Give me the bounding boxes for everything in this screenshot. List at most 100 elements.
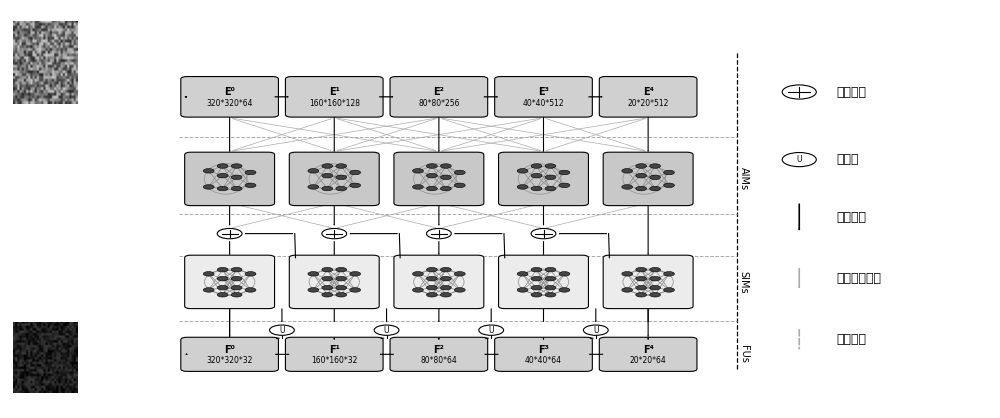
- Text: 20*20*512: 20*20*512: [627, 99, 669, 108]
- FancyBboxPatch shape: [390, 76, 488, 117]
- Text: 80*80*256: 80*80*256: [418, 99, 460, 108]
- Circle shape: [413, 288, 423, 292]
- Text: E⁰: E⁰: [224, 87, 235, 97]
- Circle shape: [245, 170, 256, 175]
- Circle shape: [217, 186, 228, 191]
- Circle shape: [426, 186, 437, 191]
- Circle shape: [231, 285, 242, 290]
- Circle shape: [664, 170, 674, 175]
- Circle shape: [531, 276, 542, 281]
- Circle shape: [782, 85, 816, 99]
- Circle shape: [203, 185, 214, 189]
- Circle shape: [636, 276, 647, 281]
- Circle shape: [545, 268, 556, 272]
- Circle shape: [336, 186, 347, 191]
- Circle shape: [245, 272, 256, 276]
- Text: U: U: [796, 155, 802, 164]
- FancyBboxPatch shape: [185, 255, 275, 308]
- FancyBboxPatch shape: [285, 76, 383, 117]
- Circle shape: [350, 288, 361, 292]
- Circle shape: [217, 173, 228, 178]
- Circle shape: [636, 285, 647, 290]
- Circle shape: [531, 268, 542, 272]
- Circle shape: [440, 186, 451, 191]
- FancyBboxPatch shape: [495, 76, 592, 117]
- Circle shape: [203, 168, 214, 173]
- Circle shape: [559, 170, 570, 175]
- Circle shape: [322, 293, 333, 297]
- Circle shape: [426, 293, 437, 297]
- FancyBboxPatch shape: [394, 255, 484, 308]
- Circle shape: [308, 288, 319, 292]
- Circle shape: [650, 268, 661, 272]
- Text: 卷积特征: 卷积特征: [836, 211, 866, 224]
- Circle shape: [517, 288, 528, 292]
- Circle shape: [231, 164, 242, 168]
- Circle shape: [545, 276, 556, 281]
- Text: E²: E²: [433, 87, 444, 97]
- Circle shape: [336, 164, 347, 168]
- Text: 80*80*64: 80*80*64: [420, 356, 457, 364]
- Circle shape: [426, 164, 437, 168]
- Circle shape: [559, 288, 570, 292]
- Text: F⁴: F⁴: [643, 345, 654, 355]
- Circle shape: [782, 153, 816, 167]
- Circle shape: [650, 285, 661, 290]
- Circle shape: [664, 183, 674, 188]
- Circle shape: [426, 276, 437, 281]
- Circle shape: [336, 276, 347, 281]
- Circle shape: [440, 276, 451, 281]
- Circle shape: [454, 288, 465, 292]
- Text: 元素相加: 元素相加: [836, 86, 866, 99]
- Circle shape: [426, 173, 437, 178]
- Circle shape: [454, 170, 465, 175]
- Text: 40*40*64: 40*40*64: [525, 356, 562, 364]
- Circle shape: [413, 185, 423, 189]
- Circle shape: [350, 272, 361, 276]
- Circle shape: [203, 272, 214, 276]
- Circle shape: [217, 229, 242, 239]
- Circle shape: [336, 175, 347, 180]
- Circle shape: [231, 175, 242, 180]
- Circle shape: [217, 285, 228, 290]
- FancyBboxPatch shape: [499, 152, 588, 206]
- Circle shape: [650, 293, 661, 297]
- Text: 160*160*32: 160*160*32: [311, 356, 357, 364]
- Circle shape: [622, 272, 633, 276]
- Text: 聚合交互特征: 聚合交互特征: [836, 272, 881, 285]
- Text: F⁰: F⁰: [224, 345, 235, 355]
- Circle shape: [636, 164, 647, 168]
- Circle shape: [664, 272, 674, 276]
- Text: E³: E³: [538, 87, 549, 97]
- FancyBboxPatch shape: [181, 76, 278, 117]
- Circle shape: [231, 268, 242, 272]
- Circle shape: [322, 285, 333, 290]
- Text: 320*320*32: 320*320*32: [206, 356, 253, 364]
- Circle shape: [308, 185, 319, 189]
- Circle shape: [350, 170, 361, 175]
- Circle shape: [454, 183, 465, 188]
- Circle shape: [517, 185, 528, 189]
- Circle shape: [636, 186, 647, 191]
- Circle shape: [426, 285, 437, 290]
- Circle shape: [650, 186, 661, 191]
- Circle shape: [231, 276, 242, 281]
- Circle shape: [517, 272, 528, 276]
- Text: U: U: [488, 326, 494, 335]
- Circle shape: [336, 268, 347, 272]
- Circle shape: [650, 164, 661, 168]
- Circle shape: [322, 229, 347, 239]
- Text: AIMs: AIMs: [739, 167, 749, 191]
- Text: 20*20*64: 20*20*64: [630, 356, 666, 364]
- Circle shape: [217, 293, 228, 297]
- Circle shape: [622, 288, 633, 292]
- FancyBboxPatch shape: [599, 76, 697, 117]
- Text: 增强特征: 增强特征: [836, 333, 866, 347]
- Circle shape: [426, 268, 437, 272]
- Circle shape: [531, 293, 542, 297]
- Circle shape: [322, 276, 333, 281]
- Circle shape: [217, 268, 228, 272]
- Circle shape: [440, 268, 451, 272]
- FancyBboxPatch shape: [603, 152, 693, 206]
- Circle shape: [322, 173, 333, 178]
